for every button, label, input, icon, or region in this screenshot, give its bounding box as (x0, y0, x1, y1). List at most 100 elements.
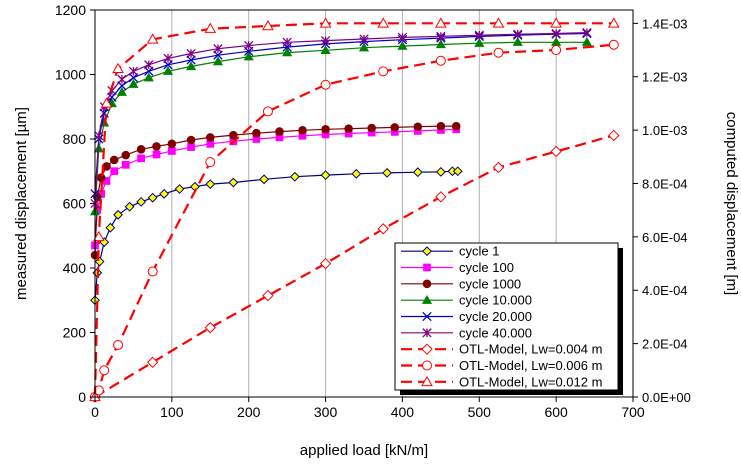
series-layer (89, 17, 620, 403)
data-point (252, 128, 261, 138)
series-8 (89, 17, 620, 402)
data-point (112, 62, 124, 73)
series-line (94, 134, 615, 398)
data-point (582, 27, 592, 38)
data-point (474, 38, 485, 47)
y-right-tick-label: 2.0E-04 (642, 337, 688, 352)
data-point (163, 53, 173, 64)
data-point (128, 66, 139, 76)
data-point (152, 150, 161, 159)
data-point (298, 126, 307, 135)
data-point (137, 154, 145, 163)
data-point (282, 47, 293, 57)
series-1 (91, 125, 461, 250)
data-point (110, 167, 119, 176)
x-tick-label: 0 (91, 404, 99, 420)
x-tick-label: 300 (314, 404, 338, 420)
data-point (262, 106, 273, 117)
y-left-tick-label: 0 (78, 389, 86, 405)
data-point (128, 78, 139, 88)
data-point (100, 97, 113, 108)
y-right-tick-label: 1.0E-03 (642, 123, 688, 138)
legend-label: cycle 10.000 (459, 293, 532, 308)
data-point (367, 123, 376, 133)
data-point (319, 17, 332, 28)
data-point (451, 121, 461, 131)
data-point (321, 125, 330, 134)
y-right-tick-label: 8.0E-04 (642, 176, 688, 191)
data-point (607, 17, 620, 28)
legend-label: cycle 40.000 (459, 325, 532, 340)
data-point (344, 124, 353, 133)
data-point (492, 161, 505, 174)
y-axis-right: 0.0E+00 2.0E-04 4.0E-04 6.0E-04 8.0E-04 1.0E-… (633, 16, 691, 405)
series-line (94, 128, 457, 246)
data-point (320, 79, 331, 90)
data-point (422, 328, 432, 338)
data-point (117, 74, 127, 84)
x-tick-label: 500 (468, 404, 492, 420)
data-point (116, 87, 127, 96)
series-7 (90, 39, 619, 402)
data-point (262, 20, 274, 31)
data-point (205, 157, 216, 168)
y-left-tick-label: 800 (63, 131, 87, 147)
data-point (282, 37, 292, 47)
y-right-tick-label: 0.0E+00 (642, 390, 691, 405)
data-point (206, 133, 215, 142)
data-point (124, 201, 135, 212)
data-point (359, 34, 369, 44)
data-point (94, 131, 104, 141)
data-point (93, 143, 104, 153)
data-point (382, 167, 392, 178)
legend-label: OTL-Model, Lw=0.012 m (459, 374, 602, 389)
data-point (262, 289, 274, 302)
y-axis-left-label: measured displacement [µm] (13, 107, 30, 300)
data-point (435, 55, 446, 66)
data-point (551, 45, 562, 56)
data-point (422, 311, 432, 322)
data-point (186, 48, 196, 59)
data-point (147, 192, 158, 203)
data-point (244, 40, 254, 51)
data-point (608, 129, 620, 142)
data-point (452, 166, 463, 177)
data-point (377, 223, 389, 235)
data-point (92, 230, 105, 242)
data-point (421, 294, 433, 304)
data-point (492, 17, 505, 28)
y-left-tick-label: 1000 (55, 67, 86, 83)
y-left-tick-label: 1200 (55, 2, 86, 18)
data-point (109, 155, 119, 165)
data-point (147, 266, 158, 277)
legend-label: OTL-Model, Lw=0.004 m (459, 342, 602, 357)
data-point (423, 263, 431, 272)
data-point (146, 356, 159, 369)
series-4 (90, 28, 592, 199)
data-point (143, 72, 154, 82)
data-point (581, 37, 592, 46)
y-right-tick-label: 4.0E-04 (642, 283, 688, 298)
data-point (319, 257, 332, 270)
series-3 (89, 37, 592, 216)
data-point (186, 135, 196, 145)
data-point (397, 40, 408, 50)
data-point (228, 177, 239, 188)
y-right-tick-label: 6.0E-04 (642, 230, 688, 245)
data-point (105, 222, 116, 233)
data-point (144, 60, 154, 70)
data-point (474, 30, 484, 40)
data-point (162, 66, 174, 75)
data-point (113, 339, 124, 350)
data-point (513, 29, 523, 39)
data-point (320, 35, 331, 46)
data-point (229, 130, 238, 140)
series-5 (90, 27, 592, 209)
x-tick-label: 700 (621, 404, 645, 420)
x-axis: 0 100 200 300 400 500 600 700 (91, 397, 645, 420)
data-point (551, 28, 561, 39)
data-point (421, 375, 433, 387)
x-tick-label: 200 (237, 404, 261, 420)
data-point (204, 22, 217, 33)
data-point (436, 121, 446, 131)
